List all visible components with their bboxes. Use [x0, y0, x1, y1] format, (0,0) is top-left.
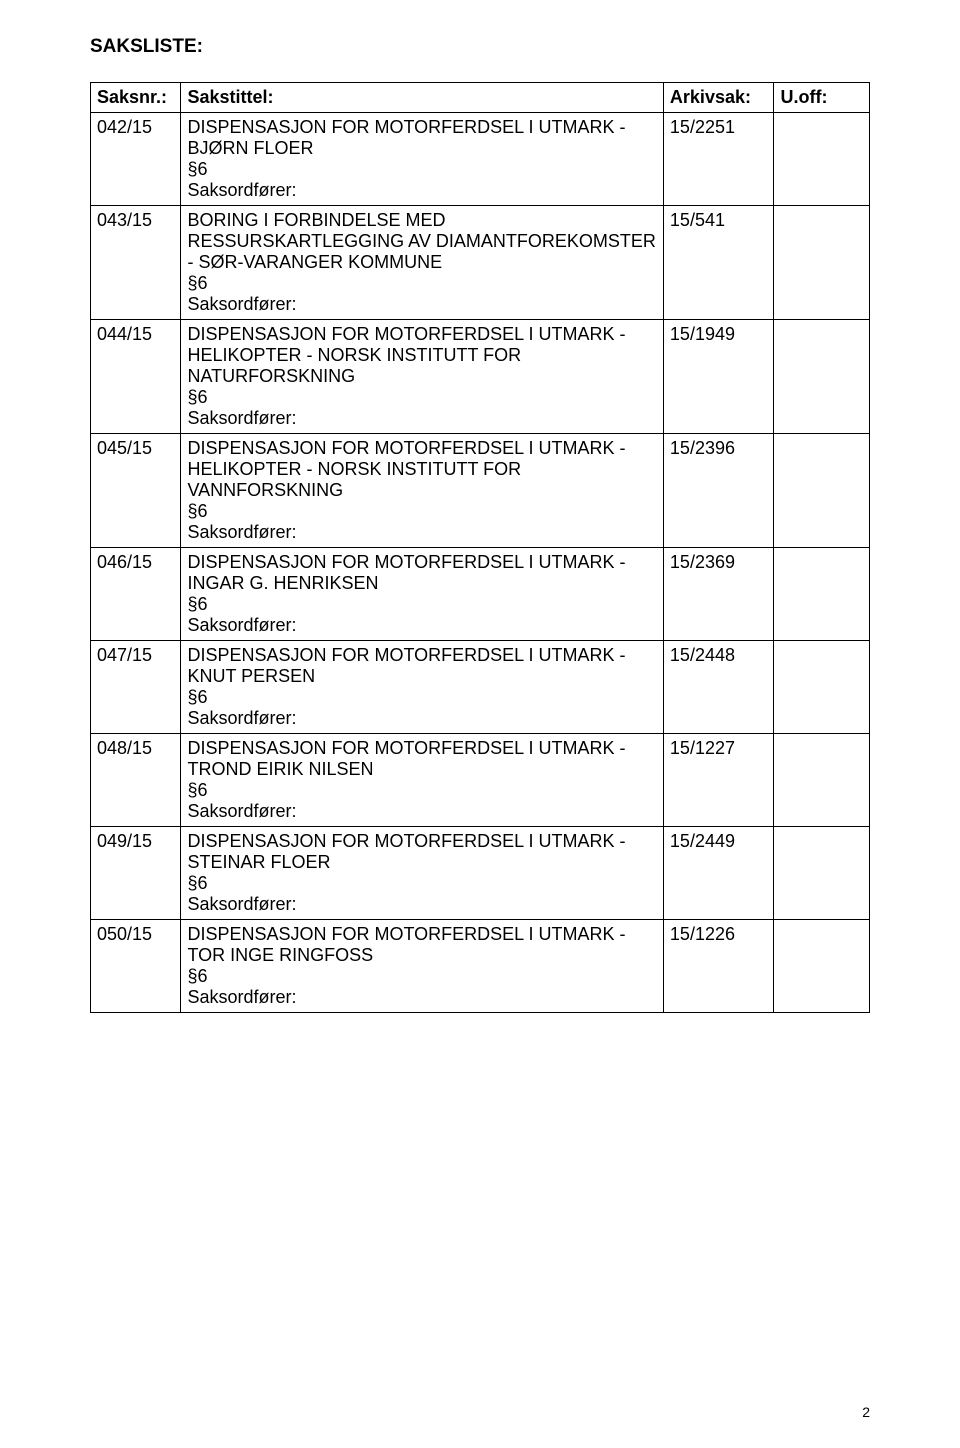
page-number: 2	[862, 1404, 870, 1420]
cell-sakstittel: DISPENSASJON FOR MOTORFERDSEL I UTMARK -…	[181, 827, 663, 920]
cell-arkivsak: 15/2396	[663, 434, 774, 548]
cell-saksnr: 042/15	[91, 113, 181, 206]
table-row: 047/15DISPENSASJON FOR MOTORFERDSEL I UT…	[91, 641, 870, 734]
cell-uoff	[774, 548, 870, 641]
header-arkivsak: Arkivsak:	[663, 83, 774, 113]
cell-arkivsak: 15/541	[663, 206, 774, 320]
cell-saksnr: 048/15	[91, 734, 181, 827]
header-sakstittel: Sakstittel:	[181, 83, 663, 113]
cell-uoff	[774, 206, 870, 320]
page-title: SAKSLISTE:	[90, 36, 870, 58]
cell-arkivsak: 15/2448	[663, 641, 774, 734]
cell-arkivsak: 15/2251	[663, 113, 774, 206]
cell-saksnr: 049/15	[91, 827, 181, 920]
cell-saksnr: 050/15	[91, 920, 181, 1013]
table-row: 043/15BORING I FORBINDELSE MED RESSURSKA…	[91, 206, 870, 320]
table-row: 045/15DISPENSASJON FOR MOTORFERDSEL I UT…	[91, 434, 870, 548]
cell-sakstittel: DISPENSASJON FOR MOTORFERDSEL I UTMARK -…	[181, 113, 663, 206]
cell-uoff	[774, 113, 870, 206]
cell-sakstittel: DISPENSASJON FOR MOTORFERDSEL I UTMARK -…	[181, 320, 663, 434]
cell-saksnr: 043/15	[91, 206, 181, 320]
table-header-row: Saksnr.: Sakstittel: Arkivsak: U.off:	[91, 83, 870, 113]
cell-sakstittel: DISPENSASJON FOR MOTORFERDSEL I UTMARK -…	[181, 548, 663, 641]
table-row: 046/15DISPENSASJON FOR MOTORFERDSEL I UT…	[91, 548, 870, 641]
cell-uoff	[774, 827, 870, 920]
cell-sakstittel: BORING I FORBINDELSE MED RESSURSKARTLEGG…	[181, 206, 663, 320]
cell-sakstittel: DISPENSASJON FOR MOTORFERDSEL I UTMARK -…	[181, 641, 663, 734]
cell-sakstittel: DISPENSASJON FOR MOTORFERDSEL I UTMARK -…	[181, 734, 663, 827]
table-body: 042/15DISPENSASJON FOR MOTORFERDSEL I UT…	[91, 113, 870, 1013]
cell-arkivsak: 15/1227	[663, 734, 774, 827]
cell-saksnr: 046/15	[91, 548, 181, 641]
table-row: 049/15DISPENSASJON FOR MOTORFERDSEL I UT…	[91, 827, 870, 920]
table-row: 050/15DISPENSASJON FOR MOTORFERDSEL I UT…	[91, 920, 870, 1013]
saksliste-table: Saksnr.: Sakstittel: Arkivsak: U.off: 04…	[90, 82, 870, 1013]
cell-arkivsak: 15/2449	[663, 827, 774, 920]
table-row: 048/15DISPENSASJON FOR MOTORFERDSEL I UT…	[91, 734, 870, 827]
cell-arkivsak: 15/1949	[663, 320, 774, 434]
cell-uoff	[774, 434, 870, 548]
cell-sakstittel: DISPENSASJON FOR MOTORFERDSEL I UTMARK -…	[181, 920, 663, 1013]
header-uoff: U.off:	[774, 83, 870, 113]
cell-saksnr: 047/15	[91, 641, 181, 734]
cell-uoff	[774, 641, 870, 734]
header-saksnr: Saksnr.:	[91, 83, 181, 113]
cell-uoff	[774, 320, 870, 434]
table-row: 042/15DISPENSASJON FOR MOTORFERDSEL I UT…	[91, 113, 870, 206]
cell-arkivsak: 15/2369	[663, 548, 774, 641]
cell-uoff	[774, 920, 870, 1013]
cell-sakstittel: DISPENSASJON FOR MOTORFERDSEL I UTMARK -…	[181, 434, 663, 548]
cell-uoff	[774, 734, 870, 827]
cell-arkivsak: 15/1226	[663, 920, 774, 1013]
cell-saksnr: 045/15	[91, 434, 181, 548]
cell-saksnr: 044/15	[91, 320, 181, 434]
table-row: 044/15DISPENSASJON FOR MOTORFERDSEL I UT…	[91, 320, 870, 434]
